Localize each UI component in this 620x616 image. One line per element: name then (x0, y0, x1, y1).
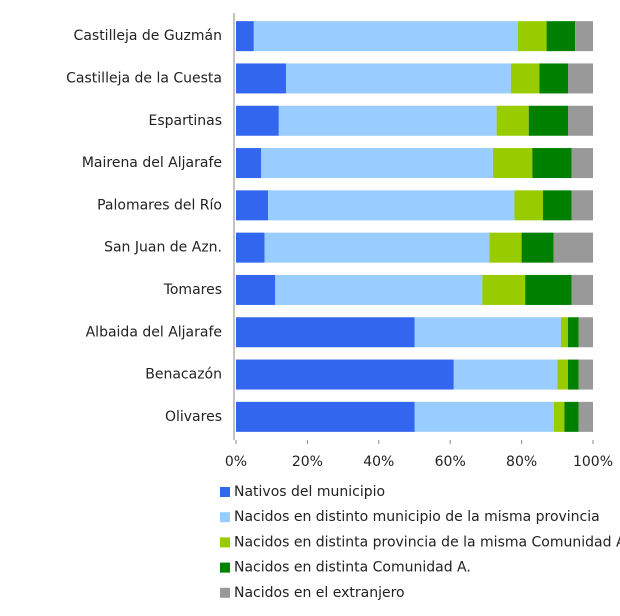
bar-segment (236, 105, 279, 136)
x-tick-label: 20% (292, 454, 323, 470)
bar-segment (414, 317, 561, 348)
bar-segment (564, 401, 579, 432)
bar-segment (236, 21, 254, 52)
bar-segment (236, 232, 265, 263)
legend-label: Nacidos en el extranjero (234, 585, 405, 601)
bar-segment (414, 401, 554, 432)
bar-segment (482, 274, 526, 305)
y-tick-label: Mairena del Aljarafe (82, 155, 222, 171)
bar-segment (236, 359, 454, 390)
y-tick-label: Albaida del Aljarafe (86, 324, 222, 340)
bar-segment (543, 190, 572, 221)
bar-segment (578, 317, 593, 348)
legend-swatch (220, 512, 230, 523)
bar-segment (568, 359, 579, 390)
bar-segment (285, 63, 511, 94)
bar-segment (571, 190, 593, 221)
bar-segment (236, 190, 269, 221)
bar-segment (578, 401, 593, 432)
y-tick-label: Castilleja de la Cuesta (66, 70, 222, 86)
bar-segment (236, 401, 415, 432)
bar-segment (260, 148, 494, 179)
legend-swatch (220, 562, 230, 573)
bar-segment (236, 63, 286, 94)
legend-swatch (220, 487, 230, 497)
bar-segment (275, 274, 483, 305)
bar-segment (546, 21, 576, 52)
bar-segment (496, 105, 529, 136)
bar-segment (568, 317, 579, 348)
bar-segment (568, 63, 593, 94)
bar-segment (539, 63, 569, 94)
bar-segment (514, 190, 544, 221)
legend-swatch (220, 587, 230, 598)
bar-segment (532, 148, 572, 179)
y-tick-label: Tomares (163, 282, 222, 298)
bar-segment (236, 317, 415, 348)
y-tick-label: Castilleja de Guzmán (74, 28, 222, 44)
bar-segment (518, 21, 547, 52)
bar-segment (568, 105, 593, 136)
legend-label: Nacidos en distinta provincia de la mism… (234, 534, 620, 550)
y-tick-label: Espartinas (149, 113, 223, 129)
bar-segment (528, 105, 569, 136)
bar-segment (571, 274, 593, 305)
legend-swatch (220, 537, 230, 548)
bar-segment (236, 274, 276, 305)
bar-segment (553, 232, 593, 263)
bar-segment (525, 274, 572, 305)
x-tick-label: 80% (506, 454, 537, 470)
bar-segment (236, 148, 261, 179)
bar-segment (521, 232, 554, 263)
bar-segment (489, 232, 522, 263)
bar-segment (264, 232, 490, 263)
bar-segment (557, 359, 569, 390)
y-tick-label: Olivares (165, 409, 222, 425)
x-tick-label: 0% (225, 454, 247, 470)
legend-label: Nacidos en distinta Comunidad A. (234, 560, 471, 576)
bar-segment (453, 359, 558, 390)
bar-segment (575, 21, 593, 52)
bar-segment (268, 190, 515, 221)
bar-segment (510, 63, 540, 94)
legend-label: Nativos del municipio (234, 484, 385, 500)
bar-segment (253, 21, 519, 52)
x-tick-label: 60% (435, 454, 466, 470)
legend-label: Nacidos en distinto municipio de la mism… (234, 509, 600, 525)
bar-segment (493, 148, 533, 179)
y-tick-label: San Juan de Azn. (104, 240, 222, 256)
bar-segment (553, 401, 565, 432)
x-tick-label: 100% (573, 454, 613, 470)
bar-segment (278, 105, 497, 136)
y-tick-label: Benacazón (145, 367, 222, 383)
bar-segment (578, 359, 593, 390)
bar-segment (571, 148, 593, 179)
y-tick-label: Palomares del Río (97, 197, 222, 213)
x-tick-label: 40% (363, 454, 394, 470)
bar-segment (560, 317, 569, 348)
